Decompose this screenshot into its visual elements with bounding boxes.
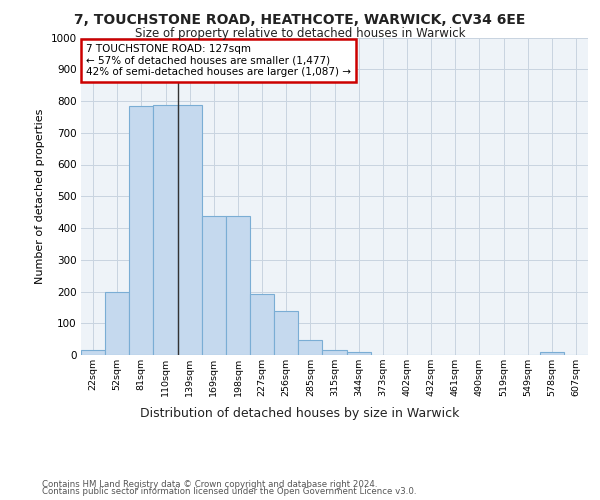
Text: Contains HM Land Registry data © Crown copyright and database right 2024.: Contains HM Land Registry data © Crown c… xyxy=(42,480,377,489)
Bar xyxy=(81,350,105,355)
Bar xyxy=(347,352,371,355)
Bar xyxy=(154,105,178,355)
Bar xyxy=(105,292,129,355)
Bar xyxy=(274,310,298,355)
Bar xyxy=(178,105,202,355)
Text: Contains public sector information licensed under the Open Government Licence v3: Contains public sector information licen… xyxy=(42,487,416,496)
Bar xyxy=(129,106,154,355)
Text: 7 TOUCHSTONE ROAD: 127sqm
← 57% of detached houses are smaller (1,477)
42% of se: 7 TOUCHSTONE ROAD: 127sqm ← 57% of detac… xyxy=(86,44,351,77)
Text: Distribution of detached houses by size in Warwick: Distribution of detached houses by size … xyxy=(140,408,460,420)
Bar xyxy=(540,352,564,355)
Bar xyxy=(322,350,347,355)
Text: Size of property relative to detached houses in Warwick: Size of property relative to detached ho… xyxy=(135,28,465,40)
Bar xyxy=(298,340,322,355)
Bar xyxy=(226,216,250,355)
Bar xyxy=(202,216,226,355)
Text: 7, TOUCHSTONE ROAD, HEATHCOTE, WARWICK, CV34 6EE: 7, TOUCHSTONE ROAD, HEATHCOTE, WARWICK, … xyxy=(74,12,526,26)
Y-axis label: Number of detached properties: Number of detached properties xyxy=(35,108,45,284)
Bar xyxy=(250,294,274,355)
